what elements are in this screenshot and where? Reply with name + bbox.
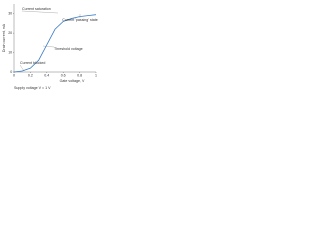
annotation-leader [19,64,25,72]
y-tick-label: 30 [8,12,12,16]
data-line [13,14,97,73]
y-tick-label: 10 [8,51,12,55]
y-tick-label: 0 [10,70,12,74]
x-tick-label: 0.2 [28,73,33,77]
y-tick-label: 20 [8,31,12,35]
x-axis-label: Gate voltage, V [60,79,85,83]
x-tick-label: 0.8 [77,73,82,77]
annotation-leader [21,10,59,14]
x-tick-label: 0 [13,73,15,77]
annotation: Current saturation [22,7,51,11]
annotation: Current 'passing' state [62,18,98,22]
annotation: Threshold voltage [54,47,83,51]
x-tick-label: 0.4 [44,73,49,77]
y-axis-label: Drain current, mA [2,23,6,52]
annotation-leader [42,45,55,48]
x-tick-label: 0.6 [61,73,66,77]
footnote: Supply voltage V = 1 V [14,86,51,90]
x-tick-label: 1 [95,73,97,77]
chart: Drain current, mA Gate voltage, V Supply… [2,4,98,90]
annotation: Current blocked [20,61,45,65]
